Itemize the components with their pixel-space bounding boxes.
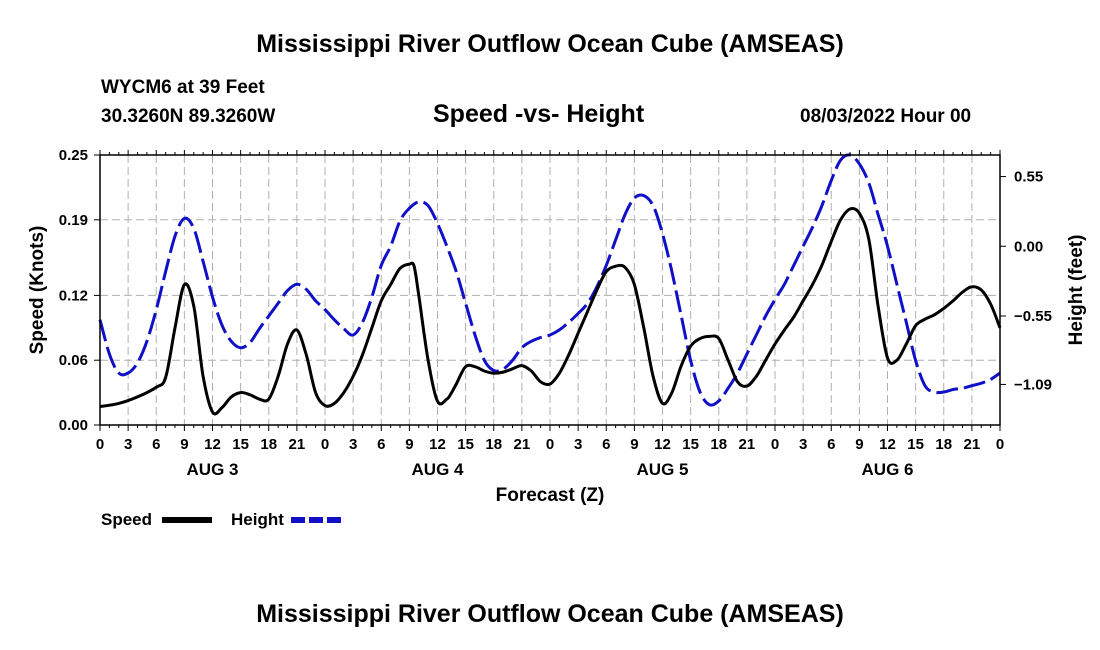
- footer-title: Mississippi River Outflow Ocean Cube (AM…: [256, 600, 844, 628]
- x-tick-label: 0: [96, 436, 104, 453]
- x-tick-label: 3: [574, 436, 582, 453]
- x-tick-label: 6: [602, 436, 610, 453]
- y-tick-label: 0.12: [59, 287, 88, 304]
- x-tick-label: 6: [152, 436, 160, 453]
- day-label: AUG 3: [187, 460, 239, 479]
- x-tick-label: 0: [546, 436, 554, 453]
- y2-tick-label: −1.09: [1014, 376, 1052, 393]
- location-label: 30.3260N 89.3260W: [101, 106, 276, 127]
- x-tick-label: 6: [377, 436, 385, 453]
- y2-tick-label: 0.55: [1014, 169, 1043, 186]
- speed-series-line: [99, 207, 1002, 416]
- legend-speed-label: Speed: [101, 510, 153, 529]
- legend-height-label: Height: [231, 510, 284, 529]
- x-axis-title: Forecast (Z): [496, 485, 605, 506]
- x-tick-label: 3: [799, 436, 807, 453]
- grid-lines: [100, 155, 1000, 425]
- axis-labels: 0 3 6 9 12 15 18 21 0 3 6 9 12 15 18 21 0 3 6 9 12 15 18 21 0 3 6 9…: [59, 147, 1052, 479]
- x-tick-label: 18: [485, 436, 502, 453]
- y-tick-label: 0.06: [59, 352, 88, 369]
- day-label: AUG 4: [412, 460, 465, 479]
- x-tick-label: 15: [907, 436, 924, 453]
- y-tick-label: 0.19: [59, 212, 88, 229]
- x-tick-label: 15: [232, 436, 249, 453]
- x-tick-label: 21: [739, 436, 756, 453]
- station-label: WYCM6 at 39 Feet: [101, 77, 265, 98]
- axis-ticks: [94, 150, 1006, 431]
- y2-tick-label: −0.55: [1014, 308, 1052, 325]
- day-label: AUG 6: [862, 460, 914, 479]
- plot-title: Speed -vs- Height: [433, 100, 645, 128]
- x-tick-label: 6: [827, 436, 835, 453]
- x-tick-label: 9: [405, 436, 413, 453]
- x-tick-label: 3: [124, 436, 132, 453]
- y-tick-label: 0.00: [59, 417, 88, 434]
- legend-height-swatch: [291, 517, 343, 523]
- x-tick-label: 18: [935, 436, 952, 453]
- page-title: Mississippi River Outflow Ocean Cube (AM…: [256, 30, 844, 58]
- legend-speed-swatch: [162, 517, 212, 523]
- y2-axis-title: Height (feet): [1066, 235, 1087, 346]
- x-tick-label: 21: [514, 436, 531, 453]
- x-tick-label: 15: [457, 436, 474, 453]
- x-tick-label: 9: [855, 436, 863, 453]
- x-tick-label: 0: [996, 436, 1004, 453]
- x-tick-label: 15: [682, 436, 699, 453]
- x-tick-label: 12: [654, 436, 671, 453]
- x-tick-label: 9: [630, 436, 638, 453]
- run-time-label: 08/03/2022 Hour 00: [800, 106, 972, 127]
- x-tick-label: 0: [321, 436, 329, 453]
- x-tick-label: 12: [879, 436, 896, 453]
- x-tick-label: 0: [771, 436, 779, 453]
- x-tick-label: 3: [349, 436, 357, 453]
- x-tick-label: 12: [204, 436, 221, 453]
- x-tick-label: 18: [260, 436, 277, 453]
- x-tick-label: 21: [289, 436, 306, 453]
- x-tick-label: 21: [964, 436, 981, 453]
- y-tick-label: 0.25: [59, 147, 88, 164]
- x-tick-label: 12: [429, 436, 446, 453]
- x-tick-label: 9: [180, 436, 188, 453]
- y-axis-title: Speed (Knots): [27, 226, 48, 355]
- day-label: AUG 5: [637, 460, 689, 479]
- x-tick-label: 18: [710, 436, 727, 453]
- y2-tick-label: 0.00: [1014, 238, 1043, 255]
- speed-height-chart: 0 3 6 9 12 15 18 21 0 3 6 9 12 15 18 21 0 3 6 9 12 15 18 21 0 3 6 9…: [27, 147, 1087, 506]
